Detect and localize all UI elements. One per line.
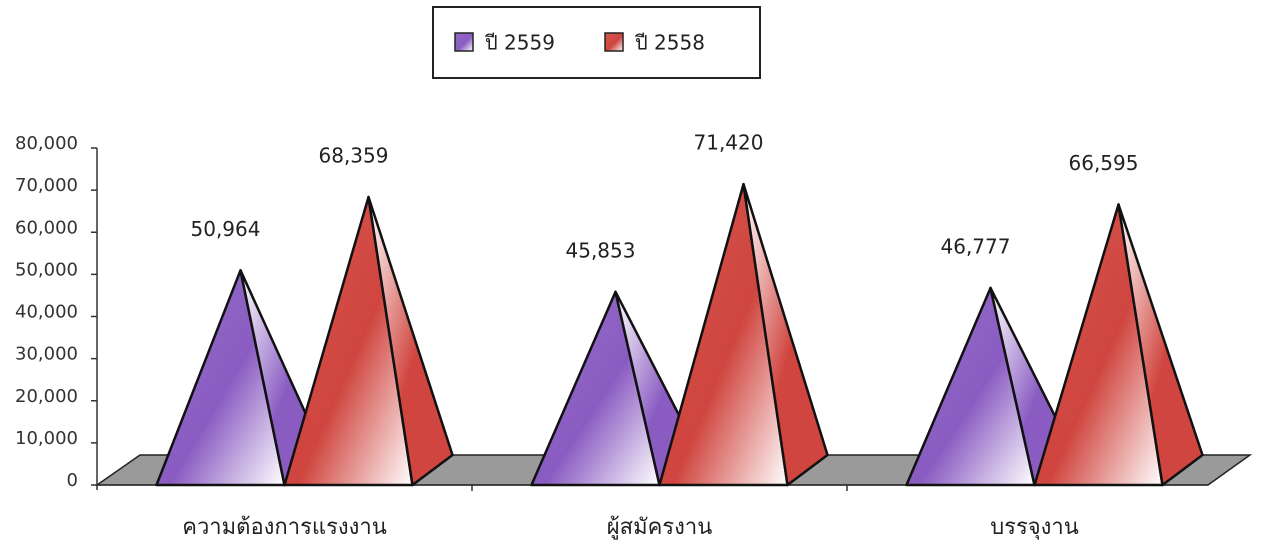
pyramid: [658, 182, 829, 487]
legend-label: ปี 2559: [485, 31, 555, 55]
y-tick-label: 0: [67, 470, 78, 491]
y-tick-label: 40,000: [15, 302, 78, 323]
pyramid-side: [367, 195, 454, 487]
x-tick-label: ผู้สมัครงาน: [607, 515, 713, 540]
y-tick-label: 20,000: [15, 386, 78, 407]
y-tick-label: 10,000: [15, 428, 78, 449]
y-tick-label: 60,000: [15, 217, 78, 238]
y-tick-label: 50,000: [15, 259, 78, 280]
value-label: 66,595: [1069, 151, 1139, 175]
pyramid: [283, 195, 454, 487]
y-tick-label: 80,000: [15, 133, 78, 154]
legend-swatch: [454, 32, 474, 52]
x-tick-label: ความต้องการแรงงาน: [182, 515, 387, 540]
legend-box: [432, 6, 761, 79]
x-tick-label: บรรจุงาน: [990, 515, 1079, 540]
pyramid: [1033, 203, 1204, 487]
value-label: 68,359: [319, 144, 389, 168]
y-tick-label: 70,000: [15, 175, 78, 196]
value-label: 50,964: [191, 217, 261, 241]
pyramid-side: [742, 182, 829, 487]
legend-label: ปี 2558: [635, 31, 705, 55]
pyramid-side: [1117, 203, 1204, 487]
value-label: 46,777: [941, 234, 1011, 258]
value-label: 45,853: [566, 238, 636, 262]
legend-swatch: [604, 32, 624, 52]
y-tick-label: 30,000: [15, 344, 78, 365]
value-label: 71,420: [694, 131, 764, 155]
